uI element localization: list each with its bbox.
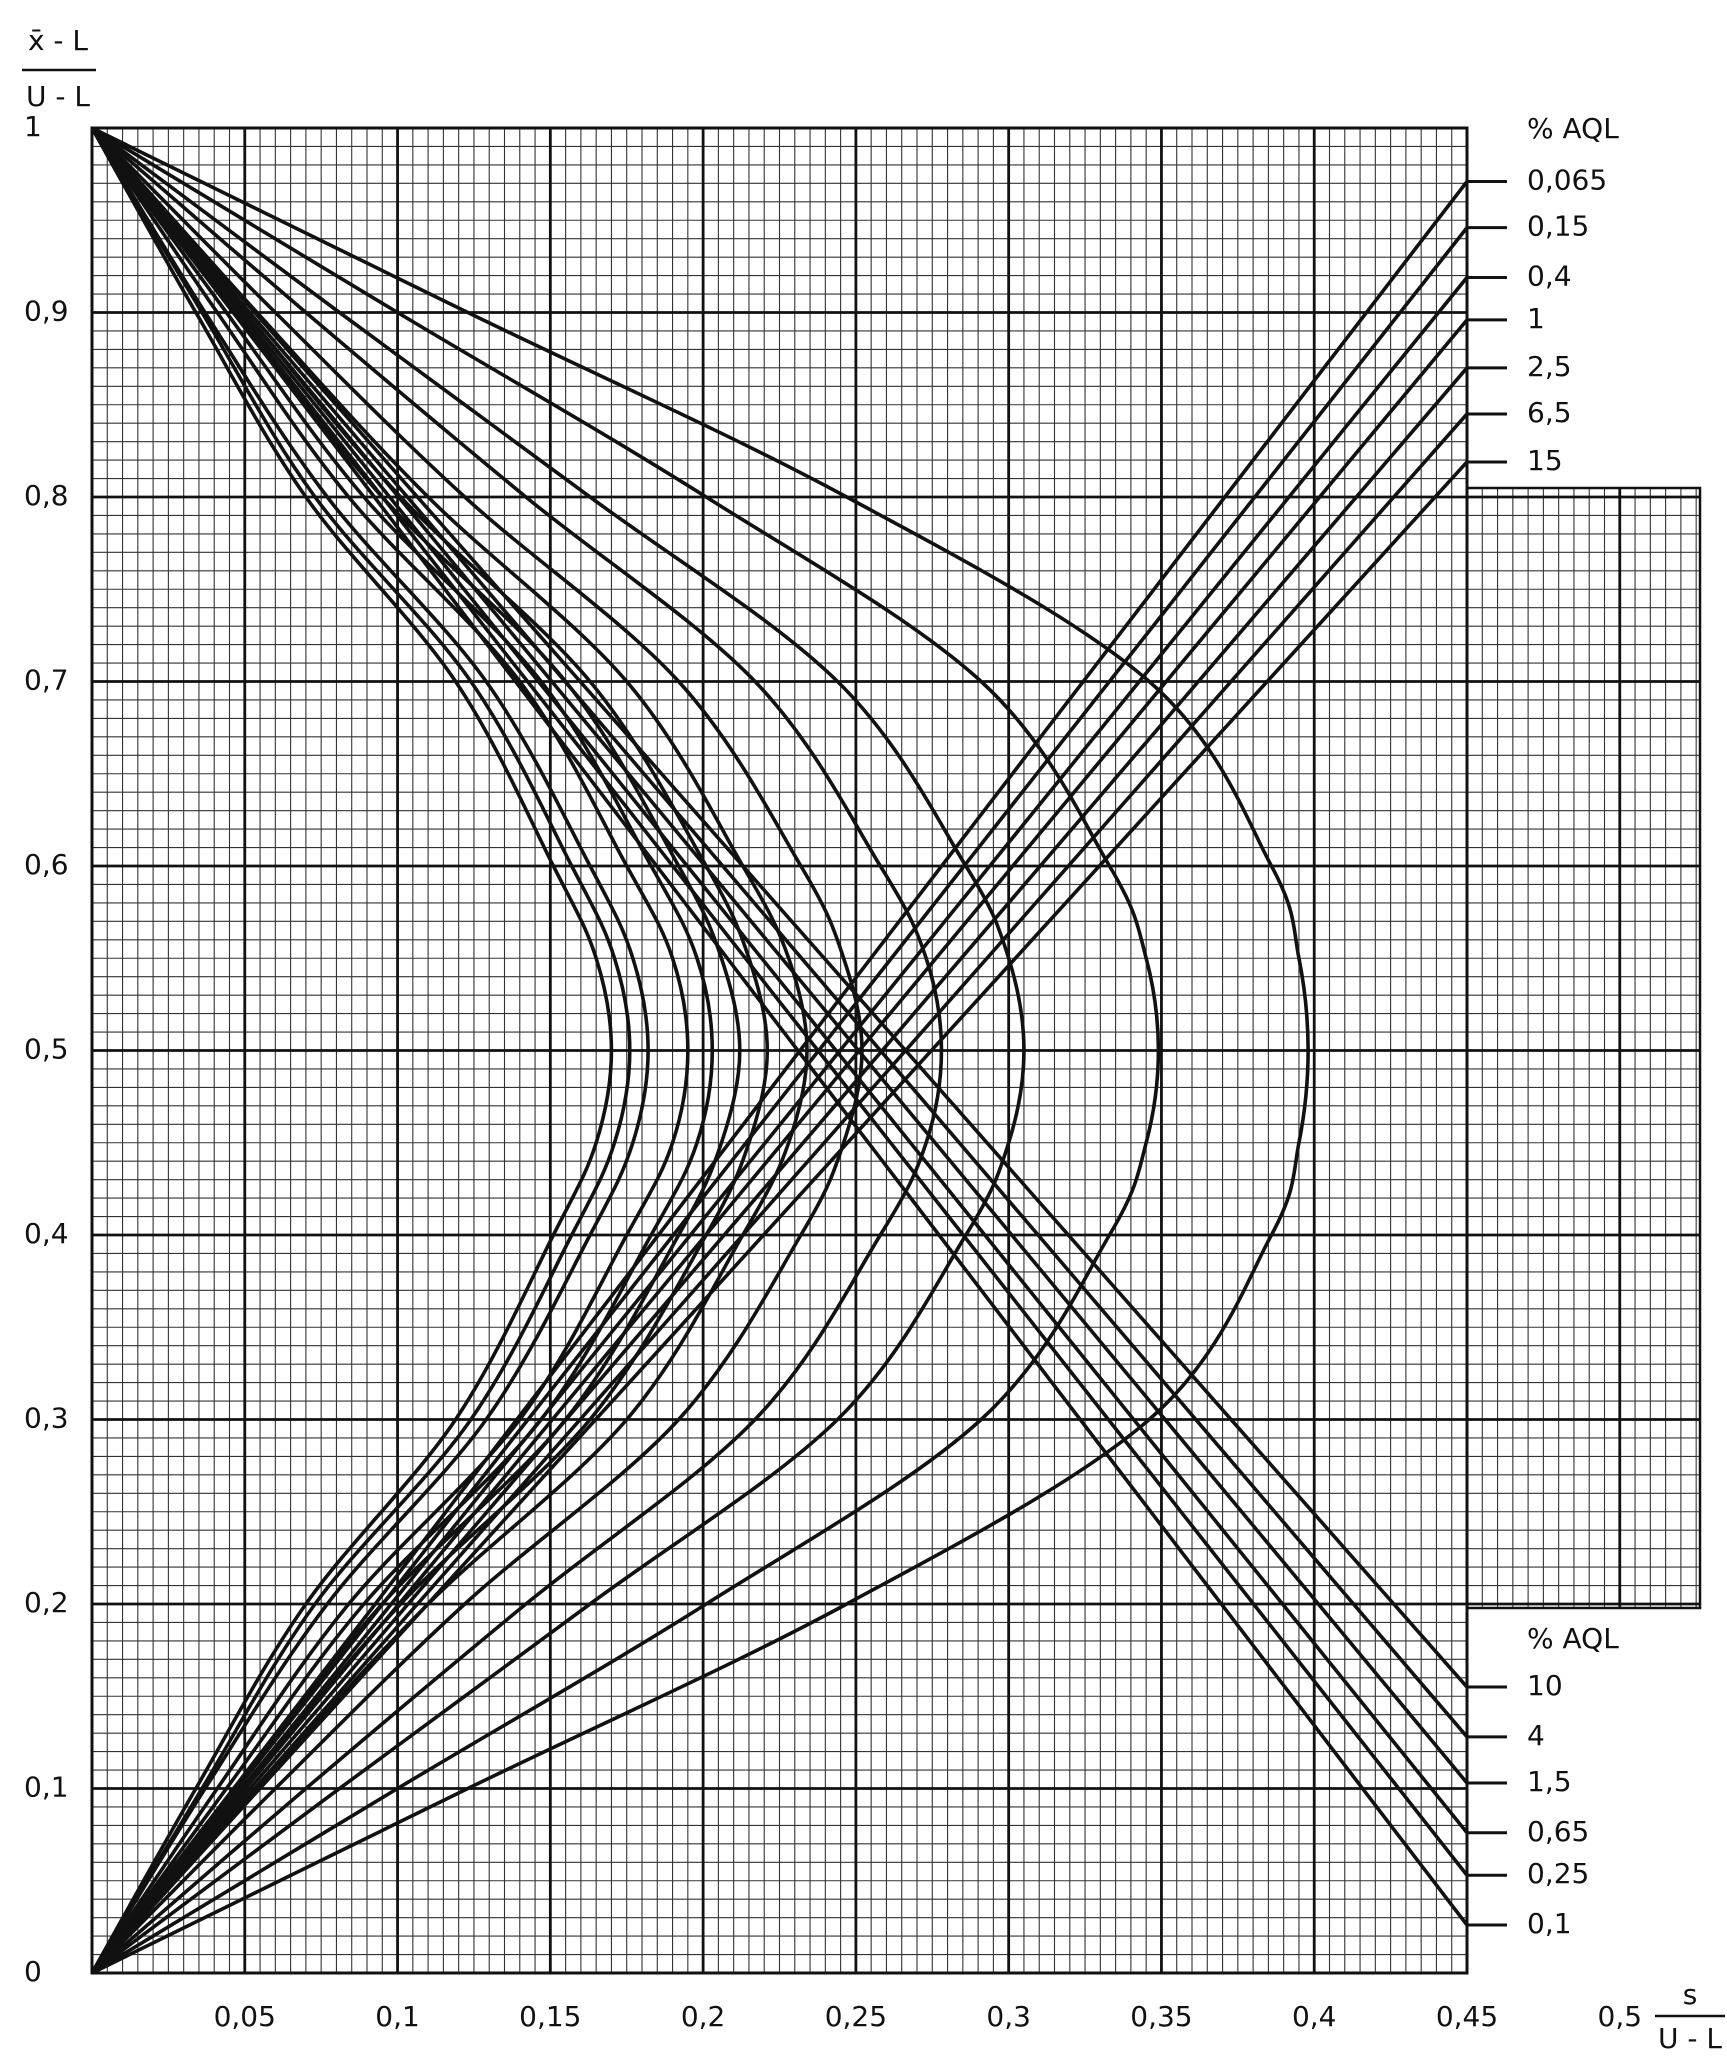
aql-line	[90, 412, 1469, 1975]
y-tick-label: 0,2	[24, 1586, 69, 1619]
y-axis-label-numerator: x̄ - L	[28, 24, 88, 57]
legend-label: 1,5	[1527, 1765, 1572, 1798]
x-tick-label: 0,35	[1130, 2000, 1192, 2033]
aql-line	[90, 126, 1469, 1834]
aql-line	[90, 276, 1469, 1975]
legend-title: % AQL	[1527, 112, 1619, 145]
acceptance-curve	[90, 126, 1026, 1975]
legend-label: 6,5	[1527, 396, 1572, 429]
x-tick-label: 0,5	[1598, 2000, 1643, 2033]
legend-label: 0,15	[1527, 210, 1589, 243]
x-tick-label: 0,05	[214, 2000, 276, 2033]
acceptance-curve	[91, 126, 1310, 1975]
aql-line	[90, 126, 1469, 1927]
legend-label: 15	[1527, 444, 1563, 477]
aql-line	[90, 126, 1469, 1689]
legend-label: 2,5	[1527, 350, 1572, 383]
x-tick-label: 0,3	[986, 2000, 1031, 2033]
plot-area	[90, 126, 1469, 1975]
aql-line	[90, 460, 1469, 1975]
x-axis-label-numerator: s	[1683, 1978, 1698, 2011]
legend-label: 1	[1527, 302, 1545, 335]
y-tick-label: 0,1	[24, 1771, 69, 1804]
acceptance-curve	[90, 126, 715, 1975]
legend-label: 4	[1527, 1719, 1545, 1752]
aql-line	[90, 126, 1469, 1785]
y-tick-label: 0,6	[24, 848, 69, 881]
acceptance-curve	[90, 127, 614, 1974]
legend-label: 0,65	[1527, 1815, 1589, 1848]
y-tick-label: 1	[24, 110, 42, 143]
y-tick-label: 0,8	[24, 479, 69, 512]
acceptance-curve	[90, 127, 632, 1974]
legend-label: 0,065	[1527, 164, 1607, 197]
acceptance-curve	[90, 126, 864, 1975]
acceptance-curve	[90, 126, 742, 1975]
aql-line	[90, 318, 1469, 1975]
aql-line	[90, 366, 1469, 1975]
x-tick-label: 0,45	[1436, 2000, 1498, 2033]
y-tick-label: 0,9	[24, 295, 69, 328]
x-axis-label-denominator: U - L	[1658, 2022, 1722, 2055]
x-tick-label: 0,1	[375, 2000, 420, 2033]
legend-label: 0,1	[1527, 1907, 1572, 1940]
aql-line	[90, 126, 1469, 1739]
aql-line	[90, 226, 1469, 1975]
aql-line	[90, 126, 1469, 1877]
legend-label: 10	[1527, 1669, 1563, 1702]
labels: x̄ - L U - L s U - L % AQL % AQL 0 0,1 0,2…	[22, 24, 1725, 2055]
y-tick-label: 0,3	[24, 1402, 69, 1435]
plot-border	[90, 126, 1469, 1975]
acceptance-curve	[90, 126, 944, 1975]
acceptance-curve	[91, 126, 1161, 1975]
y-tick-label: 0,5	[24, 1033, 69, 1066]
y-tick-label: 0	[24, 1955, 42, 1988]
x-tick-label: 0,2	[681, 2000, 726, 2033]
x-tick-label: 0,4	[1292, 2000, 1337, 2033]
y-tick-label: 0,4	[24, 1217, 69, 1250]
y-axis-label-denominator: U - L	[26, 80, 90, 113]
acceptance-curve	[90, 127, 650, 1974]
legend-label: 0,4	[1527, 259, 1572, 292]
grid	[90, 126, 1702, 1975]
legend-label: 0,25	[1527, 1857, 1589, 1890]
legend-title: % AQL	[1527, 1622, 1619, 1655]
x-tick-label: 0,25	[825, 2000, 887, 2033]
y-tick-label: 0,7	[24, 664, 69, 697]
acceptance-curve	[90, 126, 690, 1975]
x-tick-label: 0,15	[519, 2000, 581, 2033]
aql-line	[90, 180, 1469, 1975]
